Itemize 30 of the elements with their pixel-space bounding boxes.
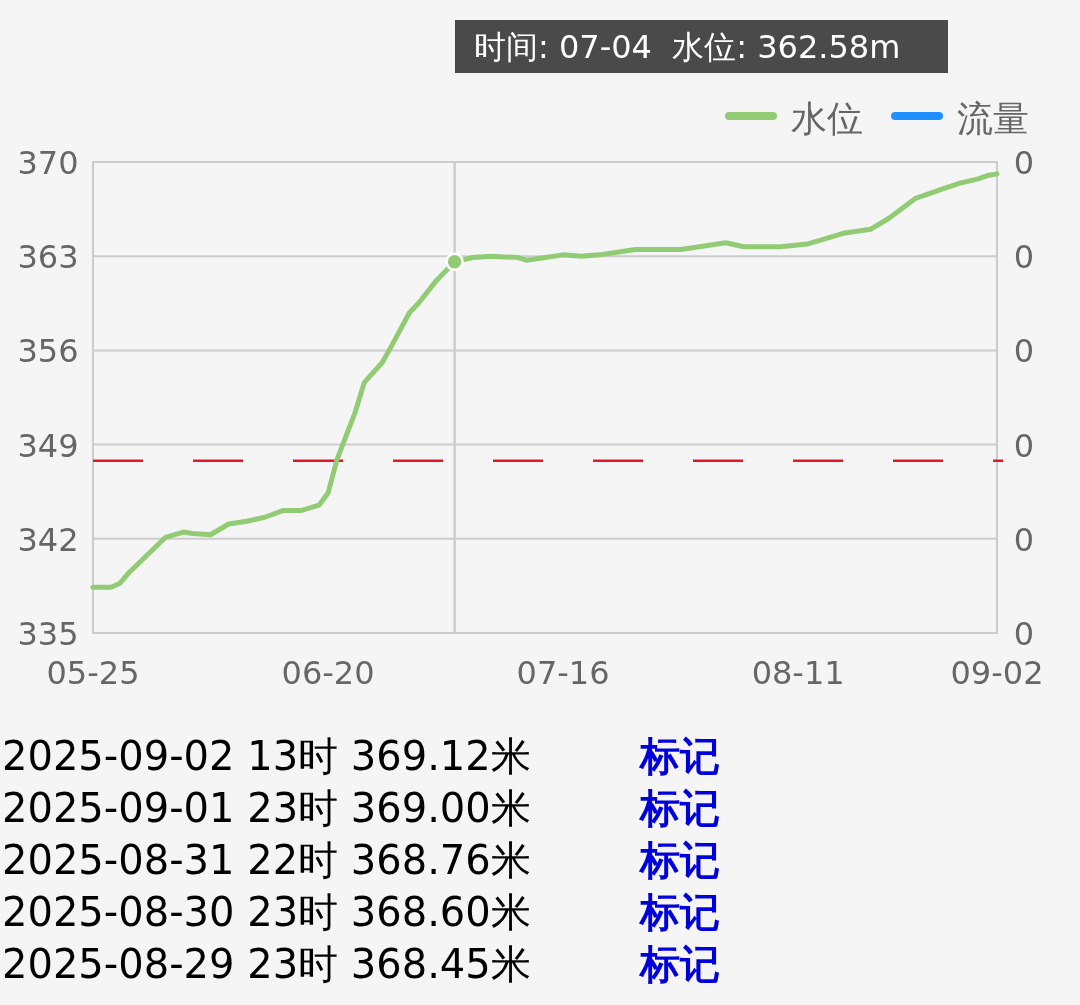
y2-tick-label: 0 [1013,520,1035,559]
y-tick-label: 363 [17,238,79,277]
text: 2025-08-31 22时 368.76米 [2,837,531,883]
text: 2025-09-02 13时 369.12米 [2,733,531,779]
y-tick-label: 370 [17,144,79,182]
text: 标记 [638,941,720,987]
text: 2025-08-29 23时 368.45米 [2,941,531,987]
tooltip: 时间: 07-04 水位: 362.58m [455,20,948,73]
text: 标记 [638,733,720,779]
y2-tick-label: 0 [1013,144,1035,182]
y2-tick-label: 0 [1013,615,1035,653]
x-tick-label: 05-25 [46,654,140,692]
text: 2025-08-30 23时 368.60米 [2,889,531,935]
x-tick-label: 09-02 [950,654,1044,692]
y-tick-label: 342 [17,520,79,559]
y2-tick-label: 0 [1013,332,1035,371]
x-tick-label: 07-16 [516,654,610,692]
text: 2025-09-01 23时 369.00米 [2,785,531,831]
y-tick-label: 335 [17,615,79,653]
text: 标记 [638,785,720,831]
x-tick-label: 08-11 [751,654,845,692]
y-tick-label: 349 [17,426,79,465]
y-tick-label: 356 [17,332,79,371]
text: 标记 [638,889,720,935]
legend-label: 水位 [791,98,863,139]
y2-tick-label: 0 [1013,426,1035,465]
x-tick-label: 06-20 [281,654,375,692]
y2-tick-label: 0 [1013,238,1035,277]
legend-label: 流量 [957,98,1029,139]
text: 标记 [638,837,720,883]
